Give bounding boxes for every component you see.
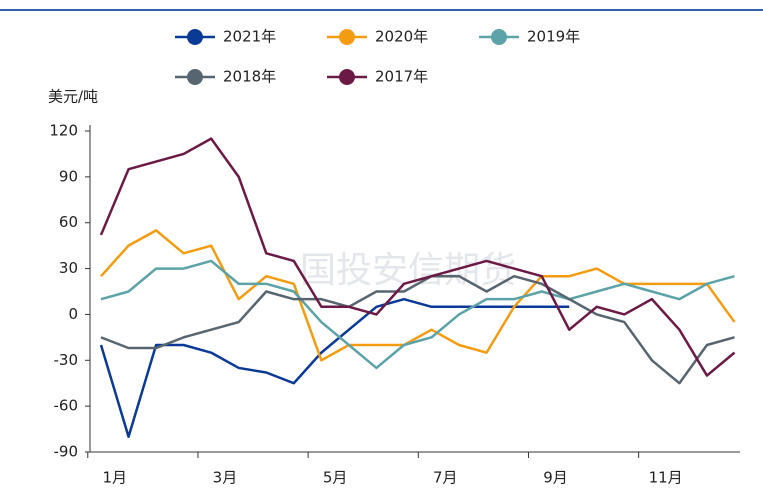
y-tick-label: 60 bbox=[59, 213, 78, 231]
legend-marker bbox=[339, 29, 355, 45]
legend-label: 2017年 bbox=[375, 68, 428, 86]
y-tick-label: 0 bbox=[68, 305, 78, 323]
watermark: 国投安信期货 bbox=[300, 250, 516, 291]
x-tick-label: 3月 bbox=[213, 469, 238, 487]
y-tick-label: -30 bbox=[54, 351, 79, 369]
legend-marker bbox=[187, 29, 203, 45]
x-tick-label: 11月 bbox=[649, 469, 683, 487]
x-tick-label: 5月 bbox=[323, 469, 348, 487]
y-tick-label: -60 bbox=[54, 397, 79, 415]
x-tick-label: 1月 bbox=[103, 469, 128, 487]
legend-marker bbox=[187, 69, 203, 85]
series-line bbox=[100, 274, 735, 385]
legend-marker bbox=[491, 29, 507, 45]
x-tick-label: 7月 bbox=[433, 469, 458, 487]
legend-label: 2020年 bbox=[375, 28, 428, 46]
y-tick-label: -90 bbox=[54, 443, 79, 461]
series-line bbox=[99, 297, 570, 438]
y-tick-label: 30 bbox=[59, 259, 78, 277]
y-tick-label: 120 bbox=[49, 122, 78, 140]
legend-label: 2019年 bbox=[527, 28, 580, 46]
series-line bbox=[99, 137, 736, 377]
y-axis-label: 美元/吨 bbox=[48, 88, 98, 106]
legend-marker bbox=[339, 69, 355, 85]
y-tick-label: 90 bbox=[59, 167, 78, 185]
legend-label: 2021年 bbox=[223, 28, 276, 46]
legend-label: 2018年 bbox=[223, 68, 276, 86]
series-line bbox=[100, 259, 735, 370]
x-tick-label: 9月 bbox=[543, 469, 568, 487]
